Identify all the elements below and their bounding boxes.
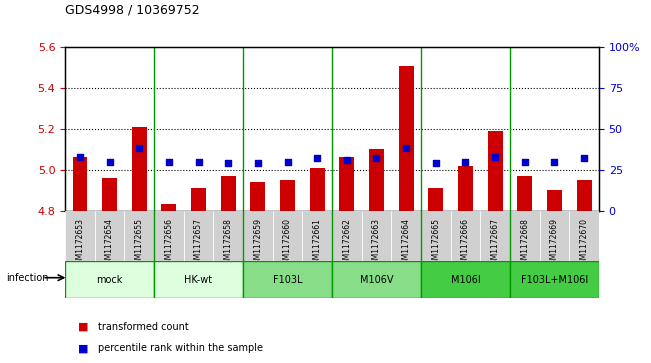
Bar — [161, 204, 176, 211]
Point — [549, 159, 560, 164]
Bar — [398, 66, 413, 211]
Text: GDS4998 / 10369752: GDS4998 / 10369752 — [65, 4, 200, 17]
Text: GSM1172670: GSM1172670 — [579, 218, 589, 269]
Bar — [577, 180, 592, 211]
Text: GSM1172654: GSM1172654 — [105, 218, 114, 269]
Text: GSM1172664: GSM1172664 — [402, 218, 411, 269]
FancyBboxPatch shape — [332, 261, 421, 298]
Text: F103L+M106I: F103L+M106I — [521, 274, 588, 285]
Point — [430, 160, 441, 166]
Bar — [132, 127, 146, 211]
Bar — [280, 180, 295, 211]
Text: percentile rank within the sample: percentile rank within the sample — [98, 343, 262, 354]
FancyBboxPatch shape — [510, 261, 599, 298]
Text: M106V: M106V — [360, 274, 393, 285]
Point — [460, 159, 471, 164]
Point — [253, 160, 263, 166]
Point — [193, 159, 204, 164]
Bar — [339, 158, 354, 211]
FancyBboxPatch shape — [302, 211, 332, 261]
Point — [401, 146, 411, 151]
FancyBboxPatch shape — [362, 211, 391, 261]
Text: GSM1172653: GSM1172653 — [76, 218, 85, 269]
Point — [342, 157, 352, 163]
FancyBboxPatch shape — [421, 261, 510, 298]
Text: GSM1172655: GSM1172655 — [135, 218, 144, 269]
FancyBboxPatch shape — [569, 211, 599, 261]
Point — [104, 159, 115, 164]
Point — [283, 159, 293, 164]
Text: GSM1172656: GSM1172656 — [165, 218, 173, 269]
Point — [75, 154, 85, 159]
FancyBboxPatch shape — [243, 261, 332, 298]
FancyBboxPatch shape — [450, 211, 480, 261]
Bar — [191, 188, 206, 211]
Text: mock: mock — [96, 274, 123, 285]
Text: GSM1172668: GSM1172668 — [520, 218, 529, 269]
FancyBboxPatch shape — [480, 211, 510, 261]
Text: GSM1172665: GSM1172665 — [432, 218, 440, 269]
Text: M106I: M106I — [450, 274, 480, 285]
Bar — [518, 176, 533, 211]
FancyBboxPatch shape — [124, 211, 154, 261]
FancyBboxPatch shape — [154, 211, 184, 261]
FancyBboxPatch shape — [332, 211, 362, 261]
Bar — [488, 131, 503, 211]
FancyBboxPatch shape — [243, 211, 273, 261]
Bar — [221, 176, 236, 211]
Bar — [428, 188, 443, 211]
Bar — [72, 158, 87, 211]
Text: GSM1172657: GSM1172657 — [194, 218, 203, 269]
Text: HK-wt: HK-wt — [184, 274, 213, 285]
FancyBboxPatch shape — [95, 211, 124, 261]
Text: ■: ■ — [78, 322, 89, 332]
FancyBboxPatch shape — [65, 261, 154, 298]
Text: ■: ■ — [78, 343, 89, 354]
Bar — [369, 149, 384, 211]
Point — [134, 146, 145, 151]
FancyBboxPatch shape — [540, 211, 569, 261]
Bar — [251, 182, 266, 211]
FancyBboxPatch shape — [421, 211, 450, 261]
FancyBboxPatch shape — [273, 211, 302, 261]
Text: GSM1172663: GSM1172663 — [372, 218, 381, 269]
Text: GSM1172667: GSM1172667 — [491, 218, 499, 269]
Text: GSM1172669: GSM1172669 — [550, 218, 559, 269]
FancyBboxPatch shape — [510, 211, 540, 261]
FancyBboxPatch shape — [214, 211, 243, 261]
Point — [163, 159, 174, 164]
Text: infection: infection — [7, 273, 49, 283]
FancyBboxPatch shape — [65, 211, 95, 261]
Point — [579, 155, 589, 161]
FancyBboxPatch shape — [391, 211, 421, 261]
Bar — [310, 168, 325, 211]
FancyBboxPatch shape — [184, 211, 214, 261]
Text: GSM1172660: GSM1172660 — [283, 218, 292, 269]
Point — [371, 155, 381, 161]
Bar — [458, 166, 473, 211]
Point — [490, 154, 501, 159]
Point — [312, 155, 322, 161]
Text: GSM1172666: GSM1172666 — [461, 218, 470, 269]
Text: GSM1172661: GSM1172661 — [312, 218, 322, 269]
Bar — [102, 178, 117, 211]
Point — [519, 159, 530, 164]
Text: GSM1172659: GSM1172659 — [253, 218, 262, 269]
Text: GSM1172658: GSM1172658 — [224, 218, 232, 269]
Text: transformed count: transformed count — [98, 322, 188, 332]
Bar — [547, 190, 562, 211]
Text: F103L: F103L — [273, 274, 302, 285]
FancyBboxPatch shape — [154, 261, 243, 298]
Text: GSM1172662: GSM1172662 — [342, 218, 352, 269]
Point — [223, 160, 234, 166]
